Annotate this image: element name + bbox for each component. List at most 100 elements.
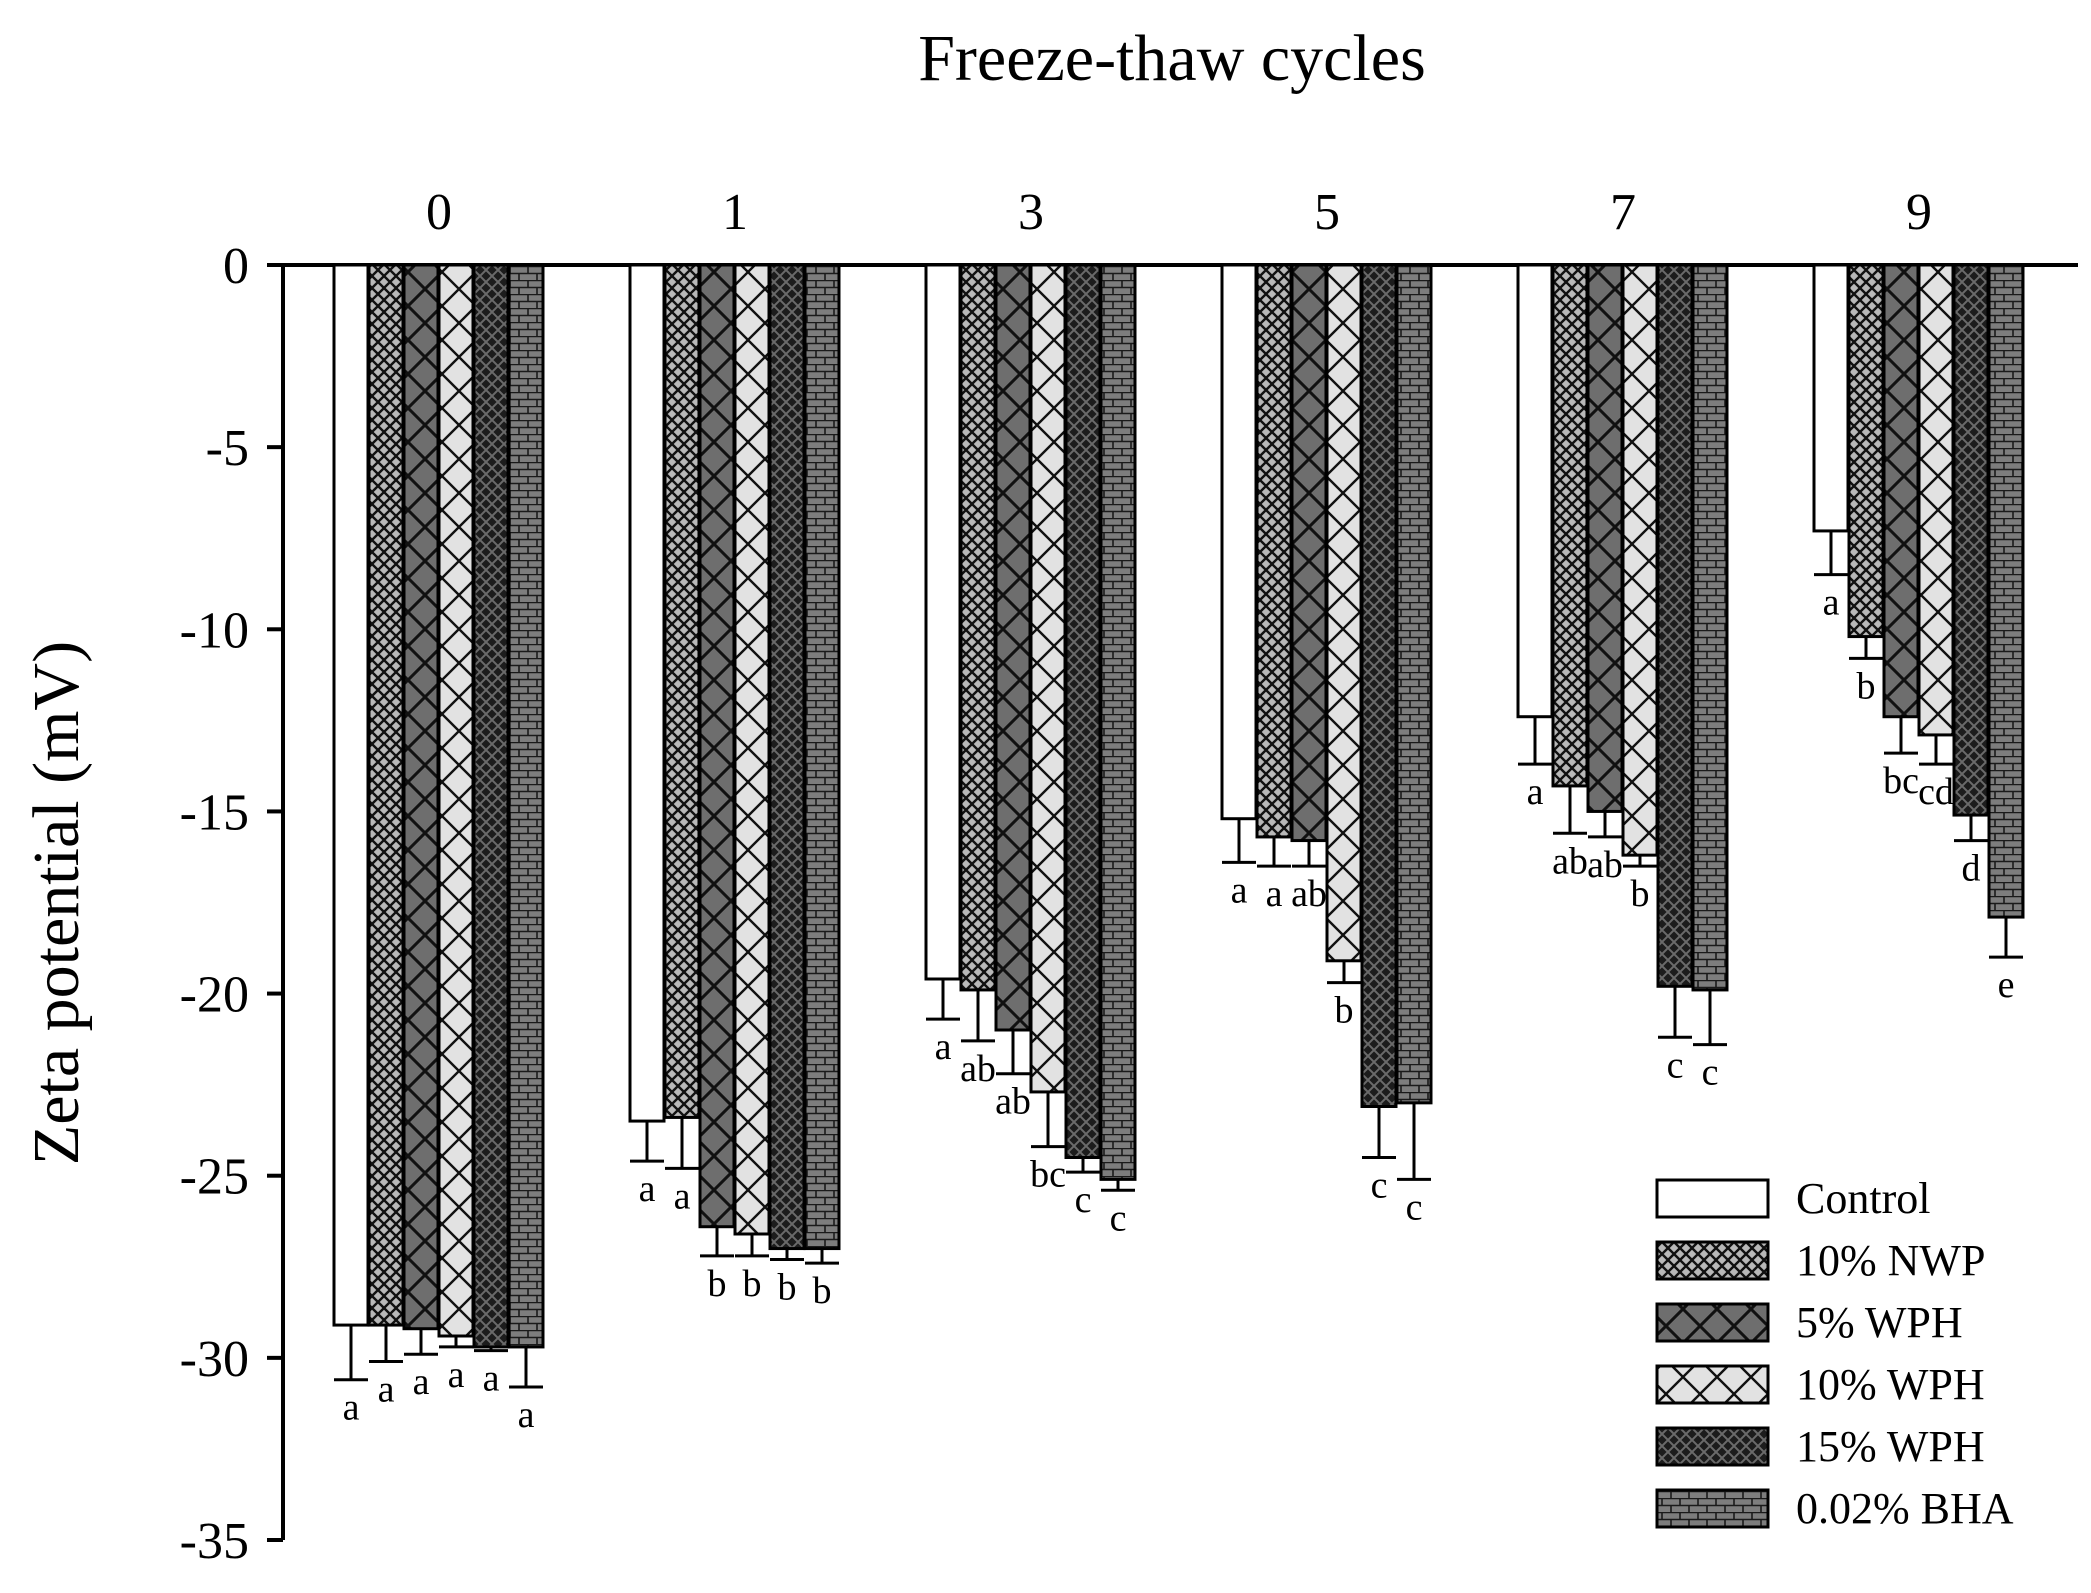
significance-label: cd [1918, 771, 1954, 813]
bar [994, 263, 1032, 1032]
significance-label: c [1371, 1165, 1388, 1207]
significance-label: c [1110, 1197, 1127, 1239]
y-tick-label: 0 [223, 238, 249, 295]
legend-swatch [1655, 1364, 1770, 1405]
bar [1516, 263, 1554, 719]
significance-label: ab [995, 1081, 1031, 1123]
bar [1987, 263, 2025, 919]
bar [1099, 263, 1137, 1181]
y-tick-label: -5 [206, 420, 249, 477]
significance-label: b [778, 1267, 797, 1309]
bar [1255, 263, 1293, 839]
significance-label: a [674, 1175, 691, 1217]
significance-label: ab [1552, 840, 1588, 882]
significance-label: b [813, 1270, 832, 1312]
legend-label: 0.02% BHA [1796, 1484, 2014, 1533]
bar [402, 263, 440, 1331]
bar [1621, 263, 1659, 857]
bar [628, 263, 666, 1123]
y-tick-label: -30 [180, 1331, 249, 1388]
bar [1220, 263, 1258, 821]
bar [1882, 263, 1920, 719]
legend-swatch [1655, 1178, 1770, 1219]
bar [332, 263, 370, 1327]
bar [663, 263, 701, 1119]
significance-label: a [1527, 771, 1544, 813]
significance-label: a [378, 1369, 395, 1411]
y-tick-label: -25 [180, 1149, 249, 1206]
significance-label: a [483, 1358, 500, 1400]
significance-label: ab [960, 1048, 996, 1090]
bar [1812, 263, 1850, 533]
significance-label: a [1823, 582, 1840, 624]
legend-label: Control [1796, 1174, 1930, 1223]
x-tick-label: 7 [1610, 184, 1636, 241]
bar [1847, 263, 1885, 639]
x-tick-label: 9 [1906, 184, 1932, 241]
bar [733, 263, 771, 1236]
y-axis: 0 -5 -10 -15 -20 -25 -30 -35 [180, 238, 285, 1570]
significance-label: b [743, 1263, 762, 1305]
bar [1586, 263, 1624, 813]
significance-label: b [1857, 665, 1876, 707]
significance-label: a [935, 1026, 952, 1068]
legend-label: 5% WPH [1796, 1298, 1963, 1347]
legend-swatch [1655, 1302, 1770, 1343]
significance-label: ab [1291, 873, 1327, 915]
significance-label: bc [1030, 1154, 1066, 1196]
bar [1917, 263, 1955, 737]
significance-label: a [1266, 873, 1283, 915]
bar [1029, 263, 1067, 1094]
legend-label: 10% WPH [1796, 1360, 1985, 1409]
significance-label: a [639, 1168, 656, 1210]
bar [1064, 263, 1102, 1159]
x-tick-label: 0 [426, 184, 452, 241]
y-tick-label: -10 [180, 602, 249, 659]
x-tick-label: 1 [722, 184, 748, 241]
significance-label: e [1998, 964, 2015, 1006]
bar [803, 263, 841, 1251]
bar [1952, 263, 1990, 817]
significance-label: bc [1883, 760, 1919, 802]
significance-label: d [1962, 848, 1981, 890]
significance-label: b [1335, 990, 1354, 1032]
bar [768, 263, 806, 1251]
x-axis-title: Freeze-thaw cycles [918, 22, 1426, 95]
significance-label: c [1406, 1186, 1423, 1228]
significance-label: a [343, 1387, 360, 1429]
bar [1395, 263, 1433, 1105]
legend-swatch [1655, 1488, 1770, 1529]
significance-label: b [1631, 873, 1650, 915]
bar [367, 263, 405, 1327]
bar [1290, 263, 1328, 843]
bar [1656, 263, 1694, 988]
bar [437, 263, 475, 1338]
x-axis: 0 1 3 5 7 9 [283, 184, 2078, 267]
y-axis-title: Zeta potential (mV) [20, 641, 93, 1165]
bar [698, 263, 736, 1229]
y-tick-label: -15 [180, 784, 249, 841]
significance-label: c [1075, 1179, 1092, 1221]
significance-label: a [413, 1361, 430, 1403]
y-tick-label: -20 [180, 967, 249, 1024]
y-tick-label: -35 [180, 1513, 249, 1570]
legend: Control 10% NWP 5% WPH 10% WPH 15% WPH 0.02% … [1655, 1174, 2014, 1533]
legend-label: 15% WPH [1796, 1422, 1985, 1471]
bar [1325, 263, 1363, 963]
bar [472, 263, 510, 1349]
bar [1551, 263, 1589, 788]
bar [1691, 263, 1729, 992]
significance-label: b [708, 1263, 727, 1305]
significance-label: c [1702, 1052, 1719, 1094]
legend-label: 10% NWP [1796, 1236, 1985, 1285]
significance-label: c [1667, 1044, 1684, 1086]
significance-label: a [1231, 869, 1248, 911]
bar [1360, 263, 1398, 1108]
significance-label: ab [1587, 844, 1623, 886]
significance-label: a [448, 1354, 465, 1396]
x-tick-label: 3 [1018, 184, 1044, 241]
bar [959, 263, 997, 992]
bar [924, 263, 962, 981]
